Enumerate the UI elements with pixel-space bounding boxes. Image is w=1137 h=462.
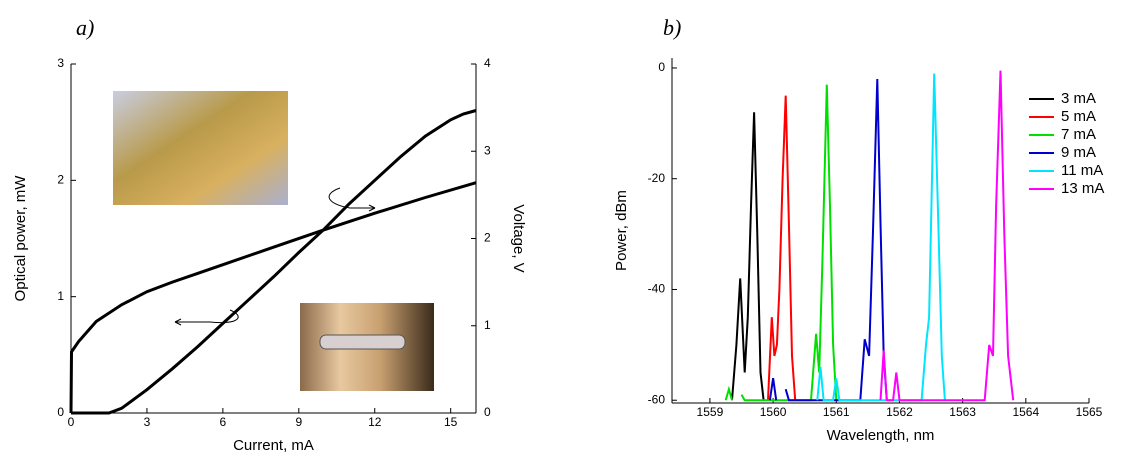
- panel-label: b): [663, 15, 681, 40]
- arrow-head: [368, 204, 376, 212]
- x-tick-label: 0: [68, 415, 75, 429]
- y2-tick-label: 2: [484, 231, 491, 245]
- x-tick-label: 1563: [949, 405, 976, 419]
- x-tick-label: 1565: [1076, 405, 1103, 419]
- y2-axis-title: Voltage, V: [510, 204, 527, 272]
- y2-tick-label: 4: [484, 56, 491, 70]
- y2-tick-label: 3: [484, 143, 491, 157]
- y-axis-title: Optical power, mW: [12, 175, 29, 302]
- series-line: [724, 84, 838, 402]
- y-tick-label: -40: [648, 282, 666, 296]
- legend-label: 5 mA: [1061, 108, 1096, 125]
- panel-label: a): [76, 15, 94, 40]
- x-tick-label: 3: [144, 415, 151, 429]
- x-tick-label: 1561: [823, 405, 850, 419]
- series-line: [767, 95, 797, 401]
- legend-label: 11 mA: [1061, 162, 1103, 179]
- y-tick-label: -20: [648, 171, 666, 185]
- arrow: [328, 187, 375, 209]
- x-tick-label: 12: [368, 415, 382, 429]
- x-tick-label: 1560: [760, 405, 787, 419]
- inset-fiber: [319, 334, 406, 350]
- y2-tick-label: 1: [484, 318, 491, 332]
- legend-label: 7 mA: [1061, 126, 1096, 143]
- legend-label: 9 mA: [1061, 144, 1096, 161]
- y-tick-label: 2: [57, 173, 64, 187]
- series-line: [731, 112, 765, 401]
- x-tick-label: 9: [295, 415, 302, 429]
- x-axis-title: Wavelength, nm: [827, 427, 935, 444]
- x-tick-label: 1562: [886, 405, 913, 419]
- x-tick-label: 1559: [697, 405, 724, 419]
- arrow-head: [174, 318, 182, 326]
- y2-tick-label: 0: [484, 405, 491, 419]
- legend-label: 3 mA: [1061, 90, 1096, 107]
- inset-photo: [113, 91, 288, 205]
- y-tick-label: 1: [57, 289, 64, 303]
- y-tick-label: 0: [658, 60, 665, 74]
- legend-label: 13 mA: [1061, 180, 1104, 197]
- y-tick-label: 0: [57, 405, 64, 419]
- series-line: [71, 109, 477, 415]
- series-line: [879, 70, 1015, 402]
- y-tick-label: 3: [57, 56, 64, 70]
- y-axis-title: Power, dBm: [613, 190, 630, 271]
- x-tick-label: 15: [444, 415, 458, 429]
- y-tick-label: -60: [648, 392, 666, 406]
- series-line: [69, 181, 477, 414]
- x-tick-label: 1564: [1012, 405, 1039, 419]
- x-axis-title: Current, mA: [233, 437, 314, 454]
- x-tick-label: 6: [220, 415, 227, 429]
